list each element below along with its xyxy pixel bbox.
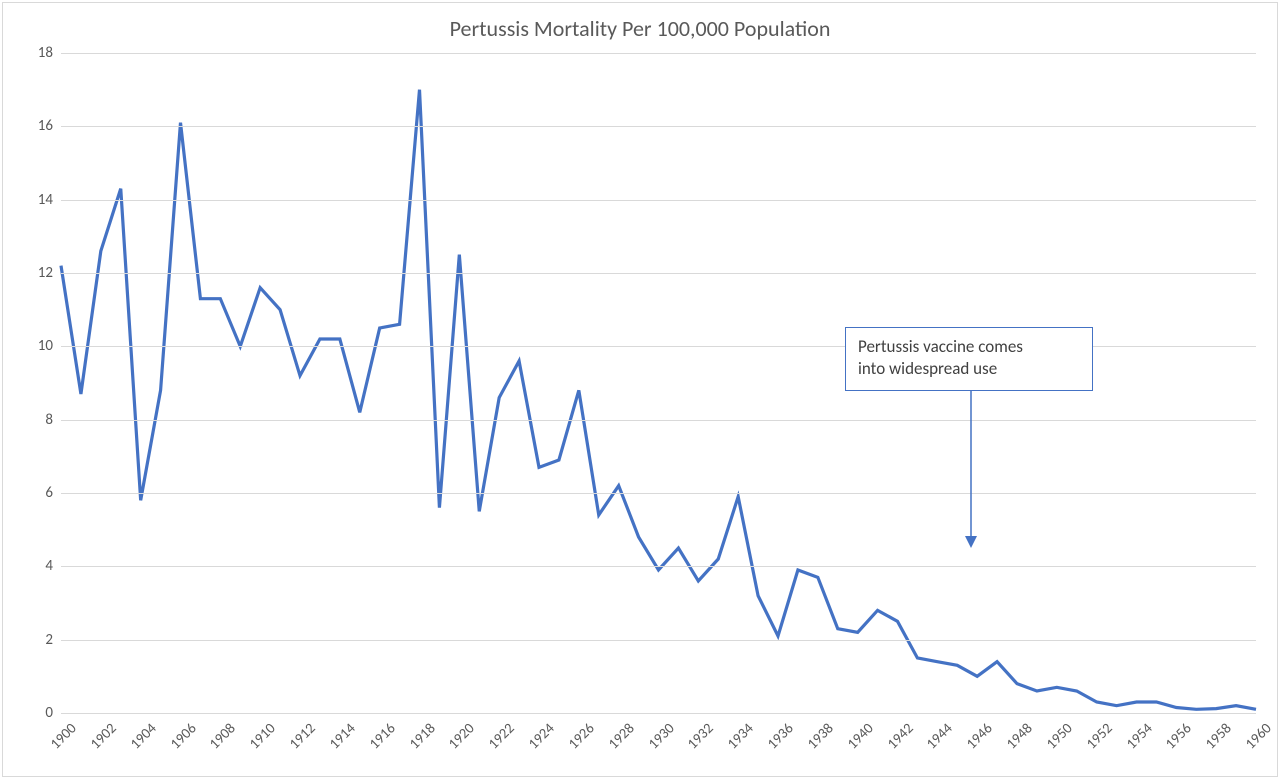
y-axis-tick-label: 16: [13, 117, 53, 135]
y-axis-tick-label: 18: [13, 44, 53, 62]
x-axis-tick-label: 1942: [875, 719, 916, 760]
x-axis-tick-label: 1928: [596, 719, 637, 760]
x-axis-tick-label: 1960: [1234, 719, 1275, 760]
gridline: [61, 273, 1256, 274]
x-axis-tick-label: 1944: [915, 719, 956, 760]
x-axis-tick-label: 1958: [1194, 719, 1235, 760]
gridline: [61, 420, 1256, 421]
chart-title: Pertussis Mortality Per 100,000 Populati…: [3, 15, 1277, 42]
annotation-text-line: into widespread use: [858, 358, 1080, 380]
x-axis-tick-label: 1932: [676, 719, 717, 760]
x-axis-tick-label: 1922: [477, 719, 518, 760]
annotation-box: Pertussis vaccine comesinto widespread u…: [845, 327, 1093, 391]
gridline: [61, 200, 1256, 201]
gridline: [61, 566, 1256, 567]
x-axis-tick-label: 1910: [238, 719, 279, 760]
y-axis-tick-label: 10: [13, 337, 53, 355]
x-axis-tick-label: 1930: [636, 719, 677, 760]
x-axis-tick-label: 1906: [158, 719, 199, 760]
gridline: [61, 126, 1256, 127]
x-axis-tick-label: 1948: [995, 719, 1036, 760]
gridline: [61, 713, 1256, 714]
x-axis-tick-label: 1956: [1154, 719, 1195, 760]
chart-container: Pertussis Mortality Per 100,000 Populati…: [2, 2, 1278, 777]
x-axis-tick-label: 1904: [118, 719, 159, 760]
annotation-text-line: Pertussis vaccine comes: [858, 336, 1080, 358]
y-axis-tick-label: 6: [13, 484, 53, 502]
y-axis-tick-label: 4: [13, 557, 53, 575]
y-axis-tick-label: 2: [13, 631, 53, 649]
x-axis-tick-label: 1926: [557, 719, 598, 760]
x-axis-tick-label: 1912: [278, 719, 319, 760]
gridline: [61, 53, 1256, 54]
x-axis-tick-label: 1946: [955, 719, 996, 760]
y-axis-tick-label: 14: [13, 191, 53, 209]
x-axis-tick-label: 1902: [79, 719, 120, 760]
x-axis-tick-label: 1950: [1035, 719, 1076, 760]
data-line: [61, 90, 1256, 710]
x-axis-tick-label: 1918: [397, 719, 438, 760]
y-axis-tick-label: 8: [13, 411, 53, 429]
y-axis-tick-label: 12: [13, 264, 53, 282]
x-axis-tick-label: 1914: [318, 719, 359, 760]
x-axis-tick-label: 1940: [835, 719, 876, 760]
gridline: [61, 493, 1256, 494]
x-axis-tick-label: 1954: [1114, 719, 1155, 760]
x-axis-tick-label: 1920: [437, 719, 478, 760]
x-axis-tick-label: 1916: [357, 719, 398, 760]
x-axis-tick-label: 1908: [198, 719, 239, 760]
x-axis-tick-label: 1934: [716, 719, 757, 760]
x-axis-tick-label: 1936: [756, 719, 797, 760]
x-axis-tick-label: 1924: [517, 719, 558, 760]
y-axis-tick-label: 0: [13, 704, 53, 722]
x-axis-tick-label: 1900: [39, 719, 80, 760]
x-axis-tick-label: 1952: [1074, 719, 1115, 760]
x-axis-tick-label: 1938: [796, 719, 837, 760]
gridline: [61, 640, 1256, 641]
